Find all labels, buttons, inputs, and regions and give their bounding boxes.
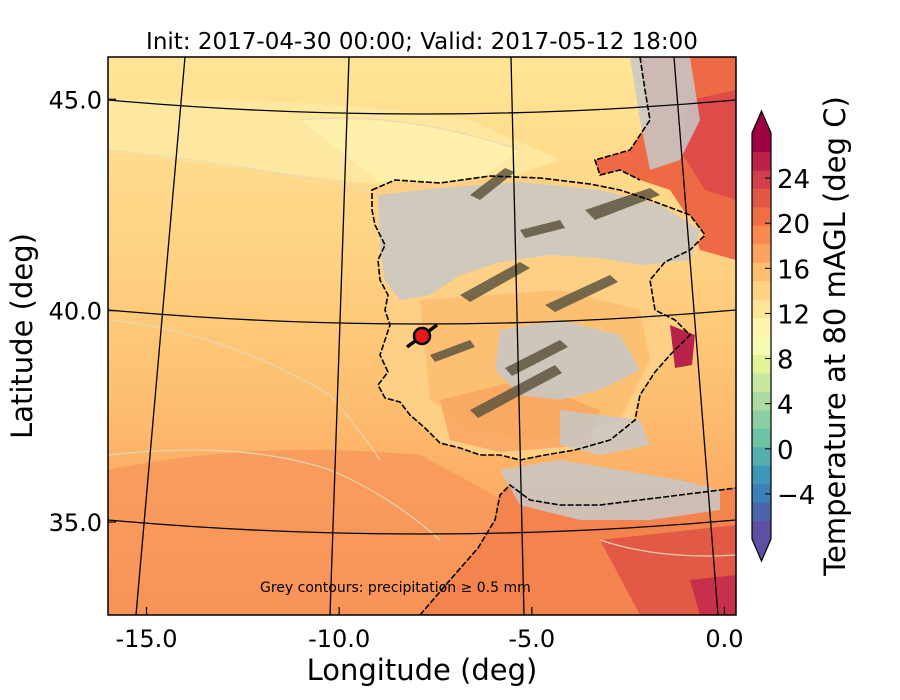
colorbar-segment	[752, 520, 771, 540]
colorbar-label: Temperature at 80 mAGL (deg C)	[818, 96, 852, 577]
meridian-minus-5	[510, 57, 525, 615]
france-coastline	[593, 57, 651, 181]
meridian-minus-10	[329, 57, 350, 615]
ridge	[470, 365, 562, 418]
precip-patch	[500, 460, 720, 520]
parallel-35	[108, 519, 736, 535]
precip-patch	[560, 410, 650, 455]
contour-line	[599, 539, 736, 557]
colorbar-segment	[752, 299, 771, 319]
y-tick-label: 40.0	[49, 298, 102, 326]
colorbar-segment	[752, 502, 771, 522]
colorbar-segment	[752, 354, 771, 374]
colorbar-segment	[752, 206, 771, 226]
colorbar-outline	[751, 109, 772, 563]
colorbar-segment	[752, 133, 771, 153]
contour-line	[108, 149, 371, 191]
iberia-coastline	[371, 175, 707, 461]
parallel-45	[108, 99, 736, 115]
colorbar-segment	[752, 243, 771, 263]
ridge	[470, 168, 515, 200]
parallel-40	[108, 309, 736, 325]
x-tick-label: 0.0	[705, 625, 743, 653]
temperature-contour-lines	[108, 117, 736, 557]
colorbar-extend-max	[752, 111, 771, 133]
colorbar-tick-label: 8	[777, 346, 794, 376]
colorbar-segment	[752, 446, 771, 466]
ridge	[585, 188, 660, 220]
colorbar-segment	[752, 151, 771, 171]
colorbar-segment	[752, 483, 771, 503]
ridge	[520, 220, 565, 238]
colorbar-tick-label: 20	[777, 210, 810, 240]
contour-line	[299, 117, 521, 151]
ridge	[430, 340, 475, 362]
colorbar-segment	[752, 372, 771, 392]
colorbar-tick-label: −4	[777, 481, 815, 511]
ridge	[505, 340, 568, 376]
colorbar-segment	[752, 428, 771, 448]
colorbar-segment	[752, 391, 771, 411]
cool-sea-core	[300, 119, 520, 185]
colorbar-tick-label: 0	[777, 436, 794, 466]
meridian-0	[673, 57, 719, 615]
precipitation-contours	[378, 57, 720, 520]
contour-line	[108, 319, 381, 461]
x-tick-label: -15.0	[115, 625, 177, 653]
y-tick-label: 35.0	[49, 509, 102, 537]
ridge	[545, 275, 618, 312]
map-frame	[107, 56, 737, 616]
colorbar	[751, 109, 772, 563]
map-panel: Grey contours: precipitation ≥ 0.5 mm	[108, 57, 736, 615]
graticule	[108, 57, 736, 615]
colorbar-segment	[752, 317, 771, 337]
precip-patch	[630, 57, 700, 170]
colorbar-segment	[752, 225, 771, 245]
x-axis-label: Longitude (deg)	[307, 653, 538, 687]
colorbar-tick-label: 16	[777, 255, 810, 285]
colorbar-ticks: −4 0 4 8 12 16 20 24	[765, 165, 815, 511]
colorbar-segment	[752, 262, 771, 282]
colorbar-segment	[752, 409, 771, 429]
mountain-ridges	[430, 168, 660, 418]
north-africa-hottest	[690, 575, 736, 615]
colorbar-segment	[752, 465, 771, 485]
colorbar-segment	[752, 188, 771, 208]
map-title: Init: 2017-04-30 00:00; Valid: 2017-05-1…	[146, 29, 698, 55]
x-tick-label: -5.0	[508, 625, 555, 653]
colorbar-segment	[752, 169, 771, 189]
precipitation-note: Grey contours: precipitation ≥ 0.5 mm	[260, 580, 531, 596]
precip-patch	[378, 182, 700, 300]
ridge	[460, 262, 530, 302]
colorbar-tick-label: 4	[777, 391, 794, 421]
marker-dot	[412, 326, 432, 346]
colorbar-tick-label: 12	[777, 300, 810, 330]
location-marker	[405, 323, 439, 349]
coastlines	[371, 57, 736, 615]
y-axis-ticks: 35.0 40.0 45.0	[49, 86, 116, 537]
y-tick-label: 45.0	[49, 86, 102, 114]
y-axis-label: Latitude (deg)	[5, 233, 39, 439]
colorbar-segment	[752, 280, 771, 300]
x-axis-ticks: -15.0 -10.0 -5.0 0.0	[115, 607, 744, 653]
colorbar-segment	[752, 336, 771, 356]
meridian-minus-15	[135, 57, 186, 615]
africa-coastline	[419, 483, 736, 615]
x-tick-label: -10.0	[308, 625, 370, 653]
contour-line	[108, 449, 441, 541]
colorbar-tick-label: 24	[777, 165, 810, 195]
colorbar-extend-min	[752, 539, 771, 561]
